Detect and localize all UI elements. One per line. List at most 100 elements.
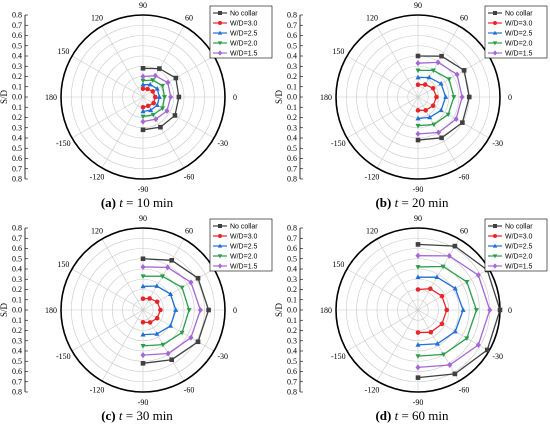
radial-tick-label: 0.2 bbox=[287, 72, 297, 81]
data-point bbox=[165, 264, 171, 271]
radial-tick-label: 0.8 bbox=[12, 388, 22, 397]
legend-swatch-marker bbox=[217, 50, 223, 56]
angle-label: -90 bbox=[138, 185, 149, 194]
data-point bbox=[415, 287, 421, 292]
data-point bbox=[415, 342, 421, 347]
data-point bbox=[154, 315, 160, 321]
angle-label: -150 bbox=[331, 352, 346, 361]
radial-axis-label: S/D bbox=[274, 90, 284, 105]
data-point bbox=[140, 73, 146, 80]
angle-label: 90 bbox=[139, 1, 147, 10]
legend-swatch-marker bbox=[492, 254, 498, 259]
legend-label: W/D=1.5 bbox=[230, 51, 258, 58]
data-point bbox=[487, 307, 493, 313]
radial-tick-label: 0.6 bbox=[12, 31, 22, 40]
radial-tick-label: 0.8 bbox=[12, 11, 22, 20]
data-point bbox=[439, 321, 445, 327]
radial-tick-label: 0.4 bbox=[12, 265, 22, 274]
legend-label: W/D=2.0 bbox=[505, 254, 533, 261]
data-point bbox=[415, 130, 421, 137]
angle-label: 180 bbox=[320, 93, 332, 102]
data-point bbox=[434, 94, 439, 100]
panel-caption: (d) t = 60 min bbox=[375, 408, 449, 423]
angle-label: 90 bbox=[139, 214, 147, 223]
radial-tick-label: 0.7 bbox=[12, 21, 22, 30]
grid-spoke bbox=[346, 96, 419, 139]
data-point bbox=[140, 118, 146, 125]
polar-chart-panel: 9060300-30-60-90-120-1501801501200.80.70… bbox=[274, 1, 548, 210]
data-point bbox=[154, 86, 160, 91]
data-point bbox=[446, 77, 452, 82]
legend-swatch-marker bbox=[218, 11, 222, 15]
data-point bbox=[427, 114, 433, 120]
grid-spoke bbox=[142, 55, 215, 98]
data-point bbox=[466, 94, 472, 100]
grid-spoke bbox=[417, 96, 490, 139]
radial-tick-label: 0.5 bbox=[12, 357, 22, 366]
radial-tick-label: 0.2 bbox=[12, 285, 22, 294]
data-point bbox=[460, 120, 465, 125]
angle-label: -30 bbox=[217, 139, 228, 148]
data-point bbox=[415, 364, 421, 371]
data-point bbox=[475, 341, 481, 348]
angle-label: 180 bbox=[320, 306, 332, 315]
data-point bbox=[195, 339, 201, 345]
data-point bbox=[159, 106, 166, 112]
legend-label: W/D=1.5 bbox=[505, 51, 533, 58]
data-point bbox=[461, 68, 467, 73]
data-point bbox=[140, 256, 146, 262]
grid-spoke bbox=[101, 309, 144, 382]
angle-label: -120 bbox=[365, 386, 380, 395]
data-point bbox=[415, 375, 421, 380]
data-point bbox=[464, 336, 470, 341]
grid-spoke bbox=[346, 55, 419, 98]
data-point bbox=[140, 344, 146, 349]
data-point bbox=[168, 94, 174, 100]
data-point bbox=[156, 94, 162, 99]
radial-tick-label: 0.2 bbox=[287, 285, 297, 294]
data-point bbox=[444, 307, 449, 313]
radial-tick-label: 0.8 bbox=[12, 224, 22, 233]
radial-tick-label: 0.4 bbox=[12, 347, 22, 356]
radial-tick-label: 0.8 bbox=[287, 224, 297, 233]
data-point bbox=[430, 85, 436, 91]
legend-label: W/D=3.0 bbox=[505, 234, 533, 241]
data-point bbox=[446, 252, 452, 259]
data-point bbox=[160, 342, 166, 348]
data-point bbox=[415, 74, 421, 80]
data-point bbox=[152, 72, 158, 79]
radial-tick-label: 0.3 bbox=[12, 275, 22, 284]
legend-label: W/D=2.5 bbox=[505, 31, 533, 38]
grid-spoke bbox=[142, 309, 215, 352]
data-point bbox=[165, 350, 171, 357]
legend-swatch-marker bbox=[217, 41, 223, 46]
legend-label: W/D=3.0 bbox=[230, 234, 258, 241]
series-line bbox=[417, 61, 463, 135]
grid-spoke bbox=[71, 96, 144, 139]
data-point bbox=[452, 328, 458, 334]
radial-tick-label: 0.1 bbox=[12, 82, 22, 91]
data-point bbox=[475, 272, 481, 279]
radial-tick-label: 0.3 bbox=[287, 123, 297, 132]
legend-label: W/D=2.0 bbox=[505, 41, 533, 48]
radial-tick-label: 0.5 bbox=[12, 144, 22, 153]
data-point bbox=[140, 283, 146, 289]
data-point bbox=[167, 323, 174, 328]
radial-tick-label: 0.3 bbox=[12, 123, 22, 132]
data-point bbox=[195, 275, 201, 281]
data-point bbox=[452, 243, 458, 249]
angle-label: -120 bbox=[90, 173, 105, 182]
radial-axis-label: S/D bbox=[0, 303, 9, 318]
legend-swatch-marker bbox=[492, 41, 498, 46]
grid-spoke bbox=[376, 238, 419, 311]
data-point bbox=[154, 299, 160, 305]
radial-tick-label: 0.5 bbox=[12, 41, 22, 50]
radial-tick-label: 0.6 bbox=[287, 244, 297, 253]
legend-swatch-marker bbox=[492, 243, 498, 248]
series-line bbox=[417, 276, 464, 346]
legend-swatch-marker bbox=[492, 50, 498, 56]
data-point bbox=[443, 94, 449, 99]
angle-label: 120 bbox=[91, 13, 103, 22]
radial-tick-label: 0.1 bbox=[287, 295, 297, 304]
outer-ring bbox=[60, 227, 226, 393]
